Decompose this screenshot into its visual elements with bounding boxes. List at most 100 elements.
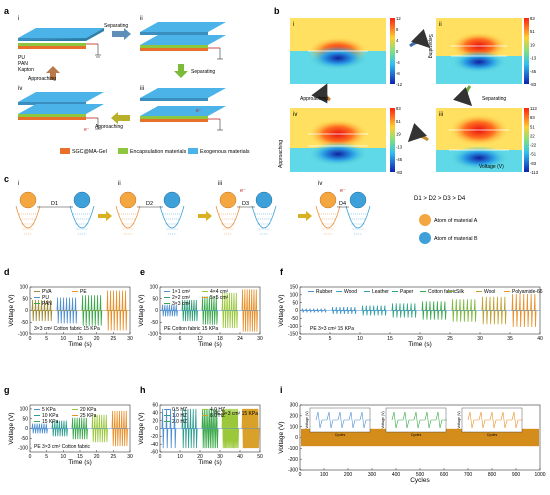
- potential-well-b: [159, 205, 185, 229]
- b-arrow-separating-2: Separating: [453, 85, 506, 107]
- colorbar-ticks-i: 12 8 4 0 -4 -8 -12: [396, 16, 403, 87]
- y-tick-label: -100: [288, 324, 298, 330]
- legend-label: 5 KPa: [42, 407, 56, 413]
- atom-b: [163, 191, 181, 209]
- y-tick-label: -100: [288, 446, 298, 452]
- sim-step-ii: ii: [436, 18, 529, 84]
- series-band: [301, 428, 539, 447]
- x-tick-label: 5: [329, 336, 332, 342]
- c-step-iii: iii D3 e⁻: [215, 181, 312, 235]
- y-tick-label: 100: [290, 292, 299, 298]
- step-label: iii: [140, 86, 144, 92]
- y-tick-label: 100: [290, 424, 299, 430]
- distance-relation: D1 > D2 > D3 > D4: [414, 196, 466, 202]
- y-tick-label: -50: [151, 320, 158, 326]
- c-step-iv: iv D4 e⁻: [315, 181, 371, 235]
- x-tick-label: 500: [416, 472, 425, 478]
- y-tick-label: -150: [288, 332, 298, 338]
- legend-label: 1.0 HZ: [172, 413, 187, 419]
- inset-peak: [413, 411, 425, 429]
- arrow-label: Separating: [482, 96, 506, 102]
- x-tick-label: 15: [77, 336, 83, 342]
- x-tick-label: 40: [537, 336, 543, 342]
- legend-encap: Encapsulation materials: [130, 149, 187, 155]
- colorbar-tick: 0: [396, 49, 399, 54]
- y-tick-label: -100: [18, 332, 28, 338]
- colorbar-tick: 51: [530, 124, 535, 129]
- potential-well-a: [315, 205, 341, 229]
- legend-label: 20 KPa: [80, 407, 97, 413]
- step-label: iv: [318, 181, 322, 187]
- colorbar-tick: 83: [396, 106, 401, 111]
- legend-atom-a: Atom of material A: [434, 218, 478, 224]
- inset-peak: [348, 411, 360, 429]
- y-tick-label: 60: [152, 403, 158, 409]
- x-tick-label: 0: [299, 472, 302, 478]
- legend-label: 8.0 HZ: [210, 413, 225, 419]
- inset-peak: [359, 411, 371, 429]
- colorbar-tick: 4: [396, 38, 399, 43]
- panel-c: c i D1 ii D2 iii D3 e⁻ iv D4 e⁻ D1 > D2 > D3 > D4…: [4, 174, 478, 244]
- y-tick-label: 50: [22, 296, 28, 302]
- y-axis-label: Voltage (V): [138, 294, 145, 326]
- legend-label: PU: [42, 295, 49, 301]
- legend-label: 3×3 cm²: [172, 301, 191, 307]
- arrow-label: Separating: [191, 69, 215, 75]
- y-tick-label: -50: [21, 320, 28, 326]
- step-label: ii: [118, 181, 121, 187]
- y-tick-label: 50: [292, 300, 298, 306]
- inset-peak: [500, 411, 512, 429]
- material-legend: SGC@MA-Gel Encapsulation materials Exoge…: [60, 148, 250, 155]
- legend-atom-b: Atom of material B: [434, 236, 478, 242]
- x-tick-label: 6: [179, 336, 182, 342]
- panel-label: d: [4, 267, 10, 277]
- x-tick-label: 5: [45, 454, 48, 460]
- y-axis-label: Voltage (V): [8, 294, 15, 326]
- legend-label: Silk: [456, 289, 465, 295]
- x-tick-label: 0: [159, 454, 162, 460]
- x-tick-label: 100: [320, 472, 329, 478]
- potential-well-a: [15, 205, 41, 229]
- electron-label: e⁻: [240, 188, 246, 194]
- b-arrow-approaching-1: [407, 123, 429, 143]
- legend-label: 4×4 cm²: [210, 289, 229, 295]
- legend-label: 15 KPa: [42, 419, 59, 425]
- legend-label: PVA: [42, 289, 52, 295]
- arrow-label: Separating: [427, 34, 433, 58]
- inset-ylabel: Voltage (V): [457, 411, 461, 428]
- colorbar-tick: -51: [530, 152, 537, 157]
- inset-ylabel: Voltage (V): [381, 411, 385, 428]
- legend-pan: PAN: [18, 61, 28, 67]
- x-tick-label: 30: [127, 336, 133, 342]
- legend-label: 4.0 HZ: [210, 407, 225, 413]
- colorbar-tick: 19: [396, 132, 401, 137]
- colorbar-tick: 51: [396, 119, 401, 124]
- inset-peak: [489, 411, 501, 429]
- colorbar-tick: -13: [530, 56, 537, 61]
- y-tick-label: -50: [21, 436, 28, 442]
- y-tick-label: -60: [151, 450, 158, 456]
- y-axis-label: Voltage (V): [138, 412, 145, 444]
- potential-well-b: [251, 205, 277, 229]
- atom-a: [119, 191, 137, 209]
- y-tick-label: 100: [150, 285, 159, 291]
- arrow-separating-2: Separating: [174, 64, 215, 78]
- legend-label: Wool: [484, 289, 495, 295]
- x-tick-label: 0: [299, 336, 302, 342]
- device-step-ii: ii: [140, 16, 226, 60]
- y-tick-label: 0: [155, 426, 158, 432]
- x-axis-label: Time (s): [68, 341, 92, 348]
- step-label: ii: [439, 22, 442, 28]
- x-tick-label: 18: [217, 336, 223, 342]
- x-tick-label: 40: [237, 454, 243, 460]
- inset-xlabel: Cycles: [335, 433, 346, 437]
- x-tick-label: 900: [512, 472, 521, 478]
- chart-annotation: 3×3 cm² Cotton fabric 15 KPa: [34, 326, 100, 332]
- atom-a: [319, 191, 337, 209]
- c-step-i: i D1: [15, 181, 112, 235]
- panel-b-label: b: [274, 6, 280, 16]
- step-arrow: [198, 211, 212, 221]
